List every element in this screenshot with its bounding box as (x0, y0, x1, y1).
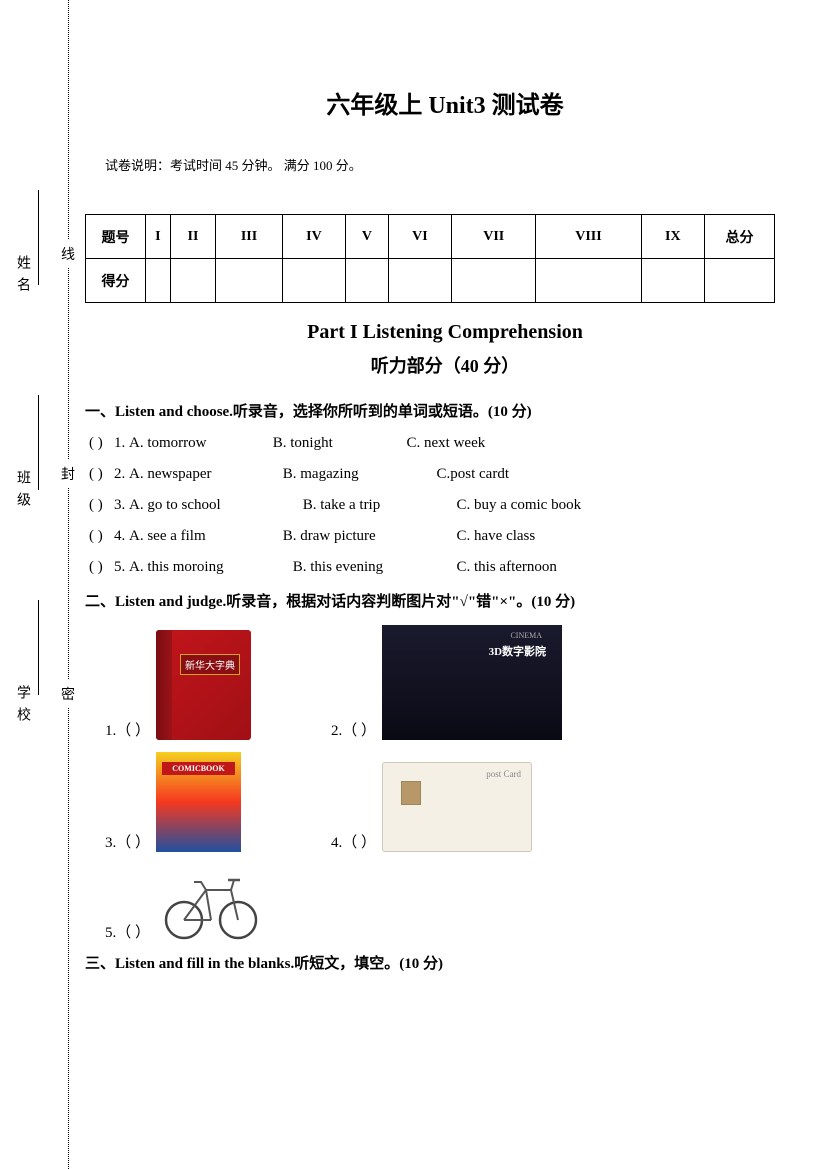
section1-header: 一、Listen and choose.听录音，选择你所听到的单词或短语。(10… (85, 400, 805, 421)
opt-c: C. this afternoon (457, 559, 557, 576)
score-cell (346, 259, 389, 303)
opt-c: C.post cardt (437, 466, 510, 483)
opt-b: B. draw picture (283, 528, 453, 545)
qnum: 4. (114, 528, 125, 544)
opt-a: A. go to school (129, 497, 299, 514)
img-num-3: 3.（ ） (105, 831, 150, 852)
opt-a: A. this moroing (129, 559, 289, 576)
img-num-4: 4.（ ） (331, 831, 376, 852)
score-cell (216, 259, 282, 303)
score-table: 题号 I II III IV V VI VII VIII IX 总分 得分 (85, 214, 775, 303)
blank: ( ) (89, 435, 103, 451)
qnum: 5. (114, 559, 125, 575)
col-v: V (346, 215, 389, 259)
qnum: 1. (114, 435, 125, 451)
opt-a: A. tomorrow (129, 435, 269, 452)
section3-header: 三、Listen and fill in the blanks.听短文，填空。(… (85, 952, 805, 973)
col-viii: VIII (536, 215, 641, 259)
qnum: 3. (114, 497, 125, 513)
part1-title: Part I Listening Comprehension (85, 321, 805, 344)
main-content: 六年级上 Unit3 测试卷 试卷说明：考试时间 45 分钟。 满分 100 分… (85, 85, 805, 987)
opt-a: A. newspaper (129, 466, 279, 483)
image-row-2: 3.（ ） 4.（ ） (85, 752, 805, 852)
blank: ( ) (89, 466, 103, 482)
image-item-2: 2.（ ） (331, 625, 562, 740)
score-table-header-row: 题号 I II III IV V VI VII VIII IX 总分 (86, 215, 775, 259)
q3: ( ) 3. A. go to school B. take a trip C.… (85, 497, 805, 514)
col-iii: III (216, 215, 282, 259)
name-underline (38, 190, 39, 285)
postcard-image (382, 762, 532, 852)
col-vi: VI (388, 215, 451, 259)
score-cell (641, 259, 704, 303)
score-label: 得分 (86, 259, 146, 303)
left-margin-area: 姓名 班级 学校 线 封 密 (0, 0, 75, 1169)
col-ix: IX (641, 215, 704, 259)
exam-description: 试卷说明：考试时间 45 分钟。 满分 100 分。 (105, 155, 805, 174)
opt-c: C. buy a comic book (457, 497, 582, 514)
name-label: 姓名 (12, 255, 32, 299)
q2: ( ) 2. A. newspaper B. magazing C.post c… (85, 466, 805, 483)
opt-c: C. have class (457, 528, 536, 545)
score-cell (388, 259, 451, 303)
seal-char-mi: 密 (61, 680, 75, 708)
col-label: 题号 (86, 215, 146, 259)
opt-a: A. see a film (129, 528, 279, 545)
col-ii: II (170, 215, 216, 259)
q5: ( ) 5. A. this moroing B. this evening C… (85, 559, 805, 576)
score-cell (705, 259, 775, 303)
image-item-5: 5.（ ） (105, 862, 266, 942)
image-item-3: 3.（ ） (105, 752, 241, 852)
image-item-4: 4.（ ） (331, 762, 532, 852)
opt-c: C. next week (407, 435, 486, 452)
school-underline (38, 600, 39, 695)
blank: ( ) (89, 497, 103, 513)
col-i: I (146, 215, 171, 259)
seal-char-xian: 线 (61, 240, 75, 268)
score-cell (452, 259, 536, 303)
image-item-1: 1.（ ） (105, 630, 251, 740)
q1: ( ) 1. A. tomorrow B. tonight C. next we… (85, 435, 805, 452)
image-row-1: 1.（ ） 2.（ ） (85, 625, 805, 740)
comicbook-image (156, 752, 241, 852)
qnum: 2. (114, 466, 125, 482)
score-cell (146, 259, 171, 303)
opt-b: B. tonight (273, 435, 403, 452)
img-num-1: 1.（ ） (105, 719, 150, 740)
blank: ( ) (89, 528, 103, 544)
image-row-3: 5.（ ） (85, 862, 805, 942)
class-underline (38, 395, 39, 490)
q4: ( ) 4. A. see a film B. draw picture C. … (85, 528, 805, 545)
col-iv: IV (282, 215, 345, 259)
opt-b: B. magazing (283, 466, 433, 483)
img-num-2: 2.（ ） (331, 719, 376, 740)
score-cell (170, 259, 216, 303)
img-num-5: 5.（ ） (105, 921, 150, 942)
cinema-image (382, 625, 562, 740)
school-label: 学校 (12, 685, 32, 729)
seal-char-feng: 封 (61, 460, 75, 488)
blank: ( ) (89, 559, 103, 575)
bicycle-image (156, 862, 266, 942)
class-label: 班级 (12, 470, 32, 514)
section2-header: 二、Listen and judge.听录音，根据对话内容判断图片对"√"错"×… (85, 590, 805, 611)
part1-subtitle: 听力部分（40 分） (85, 352, 805, 378)
col-total: 总分 (705, 215, 775, 259)
score-cell (282, 259, 345, 303)
col-vii: VII (452, 215, 536, 259)
opt-b: B. this evening (293, 559, 453, 576)
dictionary-image (156, 630, 251, 740)
bicycle-icon (156, 862, 266, 942)
exam-title: 六年级上 Unit3 测试卷 (85, 85, 805, 120)
opt-b: B. take a trip (303, 497, 453, 514)
score-cell (536, 259, 641, 303)
seal-dotted-line (68, 0, 69, 1169)
score-table-score-row: 得分 (86, 259, 775, 303)
